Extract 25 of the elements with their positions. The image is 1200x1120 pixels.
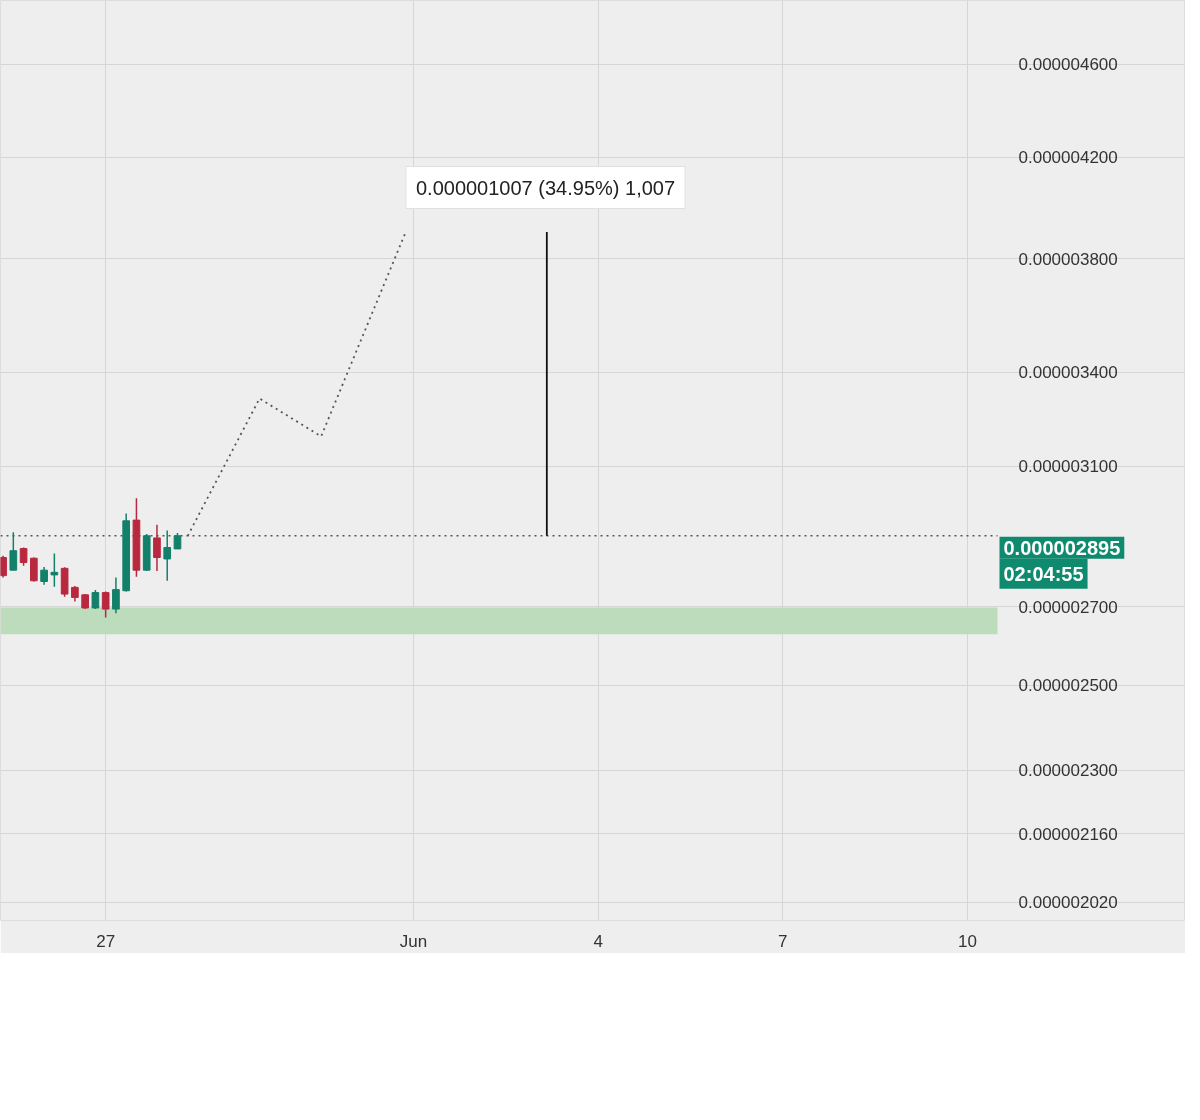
candlestick xyxy=(112,576,120,614)
candlestick xyxy=(50,552,59,588)
candlestick xyxy=(19,546,28,567)
x-tick-label: 27 xyxy=(96,931,116,951)
y-tick-label: 0.000004600 xyxy=(1018,55,1118,75)
y-tick-label: 0.000002020 xyxy=(1018,893,1118,913)
y-tick-label: 0.000003400 xyxy=(1018,363,1118,383)
y-tick-label: 0.000003100 xyxy=(1018,457,1118,477)
ref-line-label: 0.000002895 02:04:55 xyxy=(1003,536,1121,585)
y-tick-label: 0.000003800 xyxy=(1018,249,1118,269)
x-tick-label: 4 xyxy=(593,931,603,951)
y-tick-label: 0.000004200 xyxy=(1018,148,1118,168)
candlestick xyxy=(9,531,18,571)
candlestick xyxy=(101,590,110,619)
y-tick-label: 0.000002160 xyxy=(1018,824,1118,844)
y-tick-label: 0.000002300 xyxy=(1018,761,1118,781)
x-tick-label: Jun xyxy=(399,931,428,951)
x-tick-label: 7 xyxy=(778,931,788,951)
candlestick xyxy=(153,523,161,572)
candlestick xyxy=(163,529,172,582)
annotation: 0.000001007 (34.95%) 1,007 xyxy=(415,176,676,199)
x-tick-label: 10 xyxy=(958,931,977,951)
y-tick-label: 0.000002700 xyxy=(1018,597,1118,617)
y-tick-label: 0.000002500 xyxy=(1018,676,1118,696)
candlestick xyxy=(0,554,7,579)
